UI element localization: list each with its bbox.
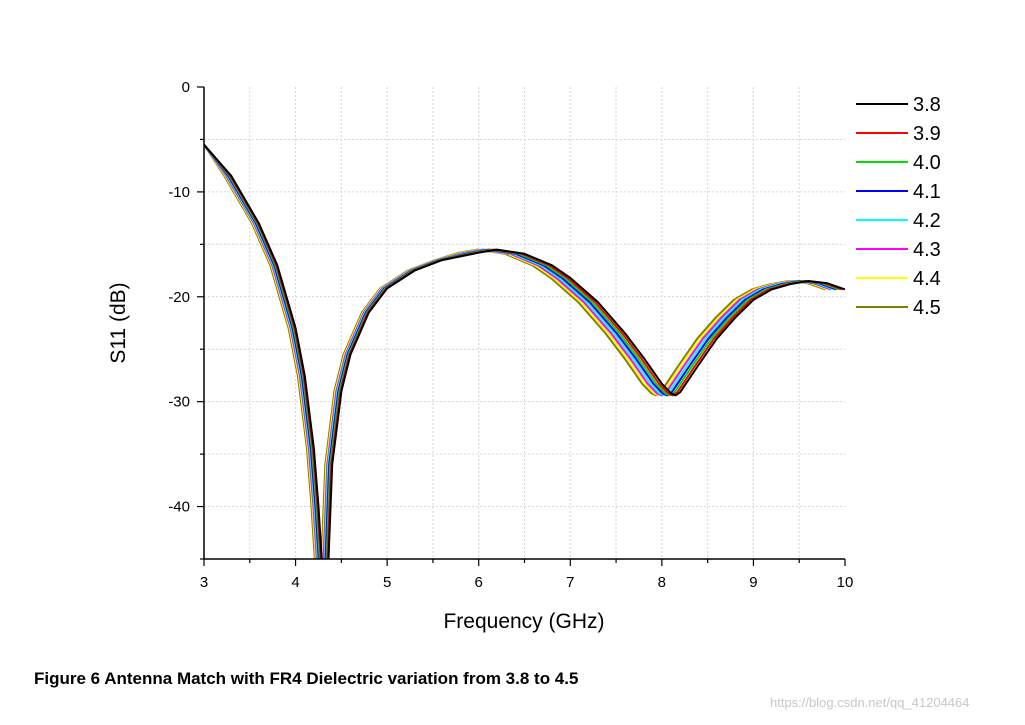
legend-label-3.8: 3.8: [913, 94, 941, 116]
y-tick-label: -30: [168, 394, 190, 411]
x-tick-label: 3: [200, 574, 208, 591]
y-tick-label: -20: [168, 289, 190, 306]
legend-label-4.1: 4.1: [913, 181, 941, 203]
series-lines: [204, 144, 845, 559]
legend-label-4.3: 4.3: [913, 239, 941, 261]
legend-label-4.4: 4.4: [913, 268, 941, 290]
x-tick-label: 10: [837, 574, 854, 591]
x-tick-label: 9: [749, 574, 757, 591]
x-tick-label: 5: [383, 574, 391, 591]
y-tick-label: 0: [182, 79, 190, 96]
watermark: https://blog.csdn.net/qq_41204464: [770, 695, 970, 710]
x-tick-label: 6: [475, 574, 483, 591]
y-axis-title: S11 (dB): [107, 282, 130, 363]
series-line-4.3: [204, 144, 832, 559]
grid: [204, 87, 845, 559]
tick-labels: 3 4 5 6 7 8 9 10 0 -10 -20 -30 -40: [168, 79, 853, 591]
y-tick-label: -10: [168, 184, 190, 201]
legend-label-4.0: 4.0: [913, 152, 941, 174]
figure-caption: Figure 6 Antenna Match with FR4 Dielectr…: [34, 669, 579, 688]
series-line-4.2: [204, 144, 835, 559]
x-tick-label: 4: [291, 574, 299, 591]
y-tick-label: -40: [168, 499, 190, 516]
axes: [197, 86, 846, 566]
series-line-3.8: [204, 144, 845, 559]
x-axis-title: Frequency (GHz): [443, 610, 604, 633]
legend: 3.8 3.9 4.0 4.1 4.2 4.3 4.4 4.5: [856, 94, 941, 319]
legend-label-4.5: 4.5: [913, 297, 941, 319]
x-tick-label: 8: [658, 574, 666, 591]
legend-label-4.2: 4.2: [913, 210, 941, 232]
x-tick-label: 7: [566, 574, 574, 591]
legend-label-3.9: 3.9: [913, 123, 941, 145]
s11-chart: 3 4 5 6 7 8 9 10 0 -10 -20 -30 -40 Frequency (GHz) S…: [107, 79, 941, 633]
